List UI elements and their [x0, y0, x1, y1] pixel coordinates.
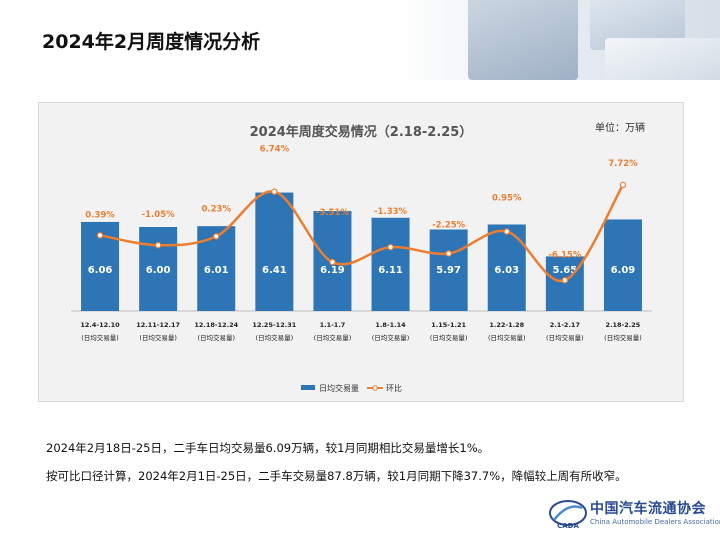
line-point	[271, 188, 278, 195]
line-point	[213, 233, 220, 240]
x-tick-sublabel: (日均交易量)	[604, 333, 642, 342]
x-tick-label: 12.4-12.10	[80, 321, 120, 329]
legend-bar-swatch	[301, 385, 315, 390]
caption-line-1: 2024年2月18日-25日，二手车日均交易量6.09万辆，较1月同期相比交易量…	[46, 441, 490, 455]
decor-cube	[605, 38, 720, 80]
line-data-label: -2.25%	[432, 220, 465, 230]
line-data-label: 7.72%	[608, 159, 638, 169]
bar	[545, 256, 584, 311]
line-data-label: -1.05%	[142, 210, 175, 220]
chart-panel: 2024年周度交易情况（2.18-2.25） 单位：万辆 6.06 12.4-12…	[38, 102, 684, 402]
x-tick-label: 2.18-2.25	[606, 321, 641, 329]
line-data-label: -3.51%	[316, 208, 349, 218]
x-tick-sublabel: (日均交易量)	[488, 333, 526, 342]
x-tick-sublabel: (日均交易量)	[81, 333, 119, 342]
bar	[139, 227, 178, 311]
x-tick-sublabel: (日均交易量)	[197, 333, 235, 342]
bar-value-label: 5.97	[436, 265, 461, 276]
x-tick-sublabel: (日均交易量)	[372, 333, 410, 342]
line-point	[445, 250, 452, 257]
bar	[371, 217, 410, 311]
association-name-en: China Automobile Dealers Association	[590, 518, 720, 526]
bar-value-label: 6.00	[146, 265, 171, 276]
x-tick-label: 1.15-1.21	[431, 321, 466, 329]
x-tick-label: 1.22-1.28	[489, 321, 524, 329]
page-title: 2024年2月周度情况分析	[42, 31, 261, 53]
line-series-path	[99, 184, 625, 283]
decor-cube	[468, 0, 578, 80]
x-tick-label: 1.8-1.14	[375, 321, 406, 329]
line-data-label: 0.23%	[202, 204, 232, 214]
line-data-label: -1.33%	[374, 207, 407, 217]
association-logo: CADA 中国汽车流通协会 China Automobile Dealers A…	[548, 494, 720, 534]
x-tick-label: 12.25-12.31	[252, 321, 296, 329]
bar-value-label: 6.11	[378, 265, 403, 276]
bar-value-label: 5.65	[553, 265, 578, 276]
line-point	[387, 243, 394, 251]
unit-label: 单位：万辆	[595, 123, 645, 134]
legend-line-marker	[372, 385, 378, 391]
bar-value-label: 6.06	[88, 265, 113, 276]
line-data-label: 0.95%	[492, 193, 522, 203]
x-tick-sublabel: (日均交易量)	[139, 333, 177, 342]
cada-mark-text: CADA	[557, 522, 579, 530]
x-tick-sublabel: (日均交易量)	[546, 333, 584, 342]
bar-value-label: 6.01	[204, 265, 229, 276]
chart-svg: 6.06 12.4-12.10 (日均交易量) 6.00 12.11-12.17 (日均交…	[71, 145, 652, 393]
x-tick-label: 12.18-12.24	[194, 321, 238, 329]
line-data-label: -6.15%	[548, 250, 581, 260]
x-tick-sublabel: (日均交易量)	[256, 333, 294, 342]
legend-bar-label: 日均交易量	[319, 383, 359, 393]
line-point	[154, 242, 162, 249]
bar-value-label: 6.41	[262, 265, 287, 276]
bar-value-label: 6.09	[611, 265, 636, 276]
line-point	[96, 232, 104, 239]
line-point	[619, 181, 627, 189]
x-tick-sublabel: (日均交易量)	[430, 333, 468, 342]
legend-line-label: 环比	[386, 383, 402, 393]
x-tick-label: 1.1-1.7	[320, 321, 346, 329]
header-banner: 2024年2月周度情况分析	[0, 0, 720, 80]
line-point	[561, 277, 569, 284]
caption-line-2: 按可比口径计算，2024年2月1日-25日，二手车交易量87.8万辆，较1月同期…	[46, 469, 627, 483]
line-data-label: 0.39%	[85, 210, 115, 220]
line-point	[329, 258, 336, 266]
x-tick-label: 12.11-12.17	[136, 321, 180, 329]
bar	[429, 229, 468, 311]
bar	[255, 192, 294, 311]
association-name-cn: 中国汽车流通协会	[590, 501, 706, 517]
line-data-label: 6.74%	[260, 145, 290, 155]
bar-value-label: 6.19	[320, 265, 345, 276]
chart-title: 2024年周度交易情况（2.18-2.25）	[249, 125, 473, 140]
x-tick-sublabel: (日均交易量)	[314, 333, 352, 342]
bar	[603, 219, 642, 311]
x-tick-label: 2.1-2.17	[550, 321, 580, 329]
line-point	[503, 228, 510, 235]
cada-emblem-icon: CADA	[549, 500, 587, 530]
bar-value-label: 6.03	[494, 265, 519, 276]
